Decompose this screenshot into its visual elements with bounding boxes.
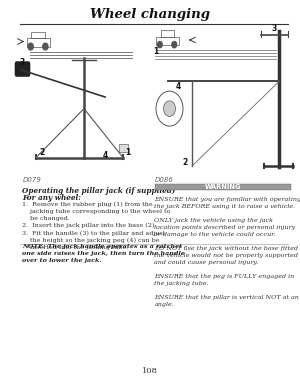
Text: 108: 108 bbox=[142, 367, 158, 374]
Text: ENSURE that you are familiar with operating
the jack BEFORE using it to raise a : ENSURE that you are familiar with operat… bbox=[154, 197, 300, 308]
Bar bbox=[118, 144, 127, 152]
Text: For any wheel:: For any wheel: bbox=[22, 194, 81, 202]
Text: 3: 3 bbox=[20, 57, 25, 67]
FancyBboxPatch shape bbox=[154, 184, 291, 190]
Text: 1: 1 bbox=[125, 148, 130, 157]
Text: 1.  Remove the rubber plug (1) from the
    jacking tube corresponding to the wh: 1. Remove the rubber plug (1) from the j… bbox=[22, 202, 171, 250]
Text: NOTE: The jack handle operates as a ratchet -
one side raises the jack, then tur: NOTE: The jack handle operates as a ratc… bbox=[22, 244, 188, 263]
Circle shape bbox=[28, 43, 33, 50]
Text: D079: D079 bbox=[22, 177, 41, 183]
Text: Wheel changing: Wheel changing bbox=[90, 8, 210, 21]
Text: 4: 4 bbox=[176, 82, 181, 91]
Text: 1: 1 bbox=[153, 47, 159, 56]
Text: Operating the pillar jack (if supplied): Operating the pillar jack (if supplied) bbox=[22, 187, 176, 196]
Circle shape bbox=[164, 101, 175, 116]
Text: 3: 3 bbox=[272, 24, 277, 33]
Circle shape bbox=[172, 42, 177, 48]
Text: 2: 2 bbox=[39, 148, 45, 158]
Text: D086: D086 bbox=[154, 177, 173, 183]
FancyBboxPatch shape bbox=[15, 62, 30, 76]
Circle shape bbox=[43, 43, 48, 50]
Text: 4: 4 bbox=[102, 151, 108, 161]
Text: 2: 2 bbox=[183, 158, 188, 168]
Circle shape bbox=[158, 42, 162, 48]
Text: WARNING: WARNING bbox=[205, 184, 241, 190]
